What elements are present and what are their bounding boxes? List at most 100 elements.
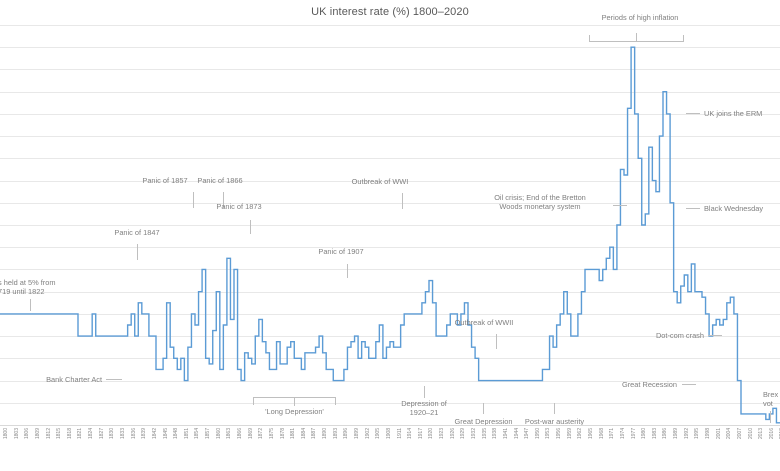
x-axis-tick-label: 1881 [290, 428, 297, 440]
leader-line-great-recession [682, 384, 696, 385]
gridline [0, 92, 780, 93]
x-axis-tick-label: 1989 [673, 428, 680, 440]
annotation-periods-of-high-inflation: Periods of high inflation [601, 13, 679, 22]
x-axis-tick-label: 1965 [588, 428, 594, 440]
leader-line-post-war-austerity [554, 403, 555, 414]
x-axis-tick-label: 1983 [651, 428, 658, 440]
x-axis-tick-label: 1875 [268, 428, 275, 440]
x-axis-tick-label: 1833 [120, 428, 126, 440]
x-axis-tick-label: 1872 [258, 428, 265, 440]
x-axis-tick-label: 1938 [492, 428, 499, 440]
annotation-panic-1847: Panic of 1847 [114, 228, 160, 237]
x-axis-tick-label: 2004 [726, 428, 733, 440]
gridline [0, 136, 780, 137]
x-axis-tick-label: 1929 [460, 428, 467, 440]
annotation-line-2: vot [763, 399, 773, 408]
x-axis-tick-label: 1845 [162, 428, 169, 440]
x-axis-tick-label: 1920 [428, 428, 435, 440]
x-axis-tick-label: 1836 [130, 428, 137, 440]
chart-title: UK interest rate (%) 1800–2020 [311, 6, 469, 18]
gridlines [0, 25, 780, 426]
x-axis-tick-label: 1803 [13, 428, 20, 440]
gridline [0, 314, 780, 315]
x-axis-tick-label: 1878 [279, 428, 286, 440]
x-axis-tick-label: 1818 [66, 428, 73, 440]
x-axis-tick-label: 1902 [364, 428, 371, 440]
leader-line-uk-joins-erm [686, 113, 700, 114]
annotation-panic-1873: Panic of 1873 [216, 202, 262, 211]
x-axis-tick-label: 1914 [407, 428, 414, 440]
gridline [0, 181, 780, 182]
x-axis-tick-label: 1821 [77, 428, 84, 440]
x-axis-tick-label: 1944 [513, 428, 520, 440]
x-axis-tick-label: 1806 [24, 428, 31, 440]
x-axis-tick-label: 1884 [300, 428, 307, 440]
leader-line-outbreak-wwi [402, 193, 403, 209]
annotation-black-wednesday: Black Wednesday [704, 204, 764, 213]
gridline [0, 358, 780, 359]
annotation-line-1: Brex [763, 390, 779, 399]
x-axis-tick-label: 1815 [56, 428, 63, 440]
x-axis-tick-label: 2001 [715, 428, 722, 440]
x-axis-tick-label: 1995 [694, 428, 701, 440]
annotation-outbreak-wwii: Outbreak of WWII [454, 318, 514, 327]
x-axis-tick-label: 1824 [88, 428, 95, 440]
leader-line-oil-crisis [613, 205, 627, 206]
x-axis-tick-label: 1866 [237, 428, 243, 440]
gridline [0, 269, 780, 270]
x-axis-tick-label: 2007 [736, 428, 743, 440]
gridline [0, 225, 780, 226]
x-axis-tick-label: 1830 [109, 428, 116, 440]
x-axis-tick-label: 1977 [630, 428, 637, 440]
annotation-dot-com-crash: Dot-com crash [655, 331, 704, 340]
x-axis-tick-label: 1926 [449, 428, 456, 440]
gridline [0, 203, 780, 204]
x-axis: 1800 1803 1806 1809 1812 1815 1818 1821 1824 1827… [0, 425, 780, 471]
annotation-rates-held-5-percent: s held at 5% from 719 until 1822 [0, 278, 56, 296]
x-axis-tick-label: 1812 [45, 428, 52, 440]
leader-line-panic-1907 [347, 264, 348, 278]
x-axis-tick-label: 1962 [577, 428, 584, 440]
x-axis-tick-label: 1971 [609, 428, 616, 440]
x-axis-tick-label: 1947 [524, 428, 531, 440]
x-axis-tick-label: 1839 [141, 428, 148, 440]
gridline [0, 381, 780, 382]
annotation-outbreak-wwi: Outbreak of WWI [351, 177, 409, 186]
x-axis-tick-label: 1998 [705, 428, 711, 440]
annotation-uk-joins-erm: UK joins the ERM [704, 109, 763, 118]
gridline [0, 114, 780, 115]
gridline [0, 47, 780, 48]
leader-line-panic-1857 [193, 192, 194, 208]
leader-line-great-depression [483, 403, 484, 414]
x-axis-tick-label: 1857 [205, 428, 212, 440]
annotation-bank-charter-act: Bank Charter Act [46, 375, 102, 384]
x-axis-tick-label: 1956 [556, 428, 563, 440]
annotation-post-war-austerity: Post-war austerity [524, 417, 585, 426]
x-axis-tick-label: 1842 [151, 428, 158, 440]
x-axis-tick-label: 1953 [545, 428, 552, 440]
annotation-panic-1857: Panic of 1857 [142, 176, 188, 185]
leader-line-panic-1847 [137, 244, 138, 260]
x-axis-tick-label: 1968 [598, 428, 605, 440]
x-axis-tick-label: 1800 [3, 428, 9, 440]
bracket-high-inflation [589, 33, 684, 42]
x-axis-tick-label: 1827 [98, 428, 105, 440]
x-axis-tick-label: 1974 [619, 428, 626, 440]
annotation-line-2: 1920–21 [409, 408, 439, 417]
x-axis-tick-label: 1935 [481, 428, 488, 440]
x-axis-tick-label: 1941 [502, 428, 509, 440]
gridline [0, 69, 780, 70]
gridline [0, 292, 780, 293]
plot-area: s held at 5% from 719 until 1822 Bank Ch… [0, 13, 780, 426]
x-axis-tick-label: 1923 [439, 428, 446, 440]
annotation-panic-1866: Panic of 1866 [197, 176, 243, 185]
x-axis-tick-label: 1980 [641, 428, 648, 440]
leader-line-brexit-vote [770, 411, 771, 423]
x-axis-tick-label: 1893 [332, 428, 339, 440]
x-axis-tick-label: 1992 [683, 428, 690, 440]
x-axis-tick-label: 2016 [768, 428, 775, 440]
annotation-great-depression: Great Depression [454, 417, 513, 426]
leader-line-dot-com-crash [708, 335, 722, 336]
interest-rate-line-series [0, 46, 780, 424]
gridline [0, 336, 780, 337]
